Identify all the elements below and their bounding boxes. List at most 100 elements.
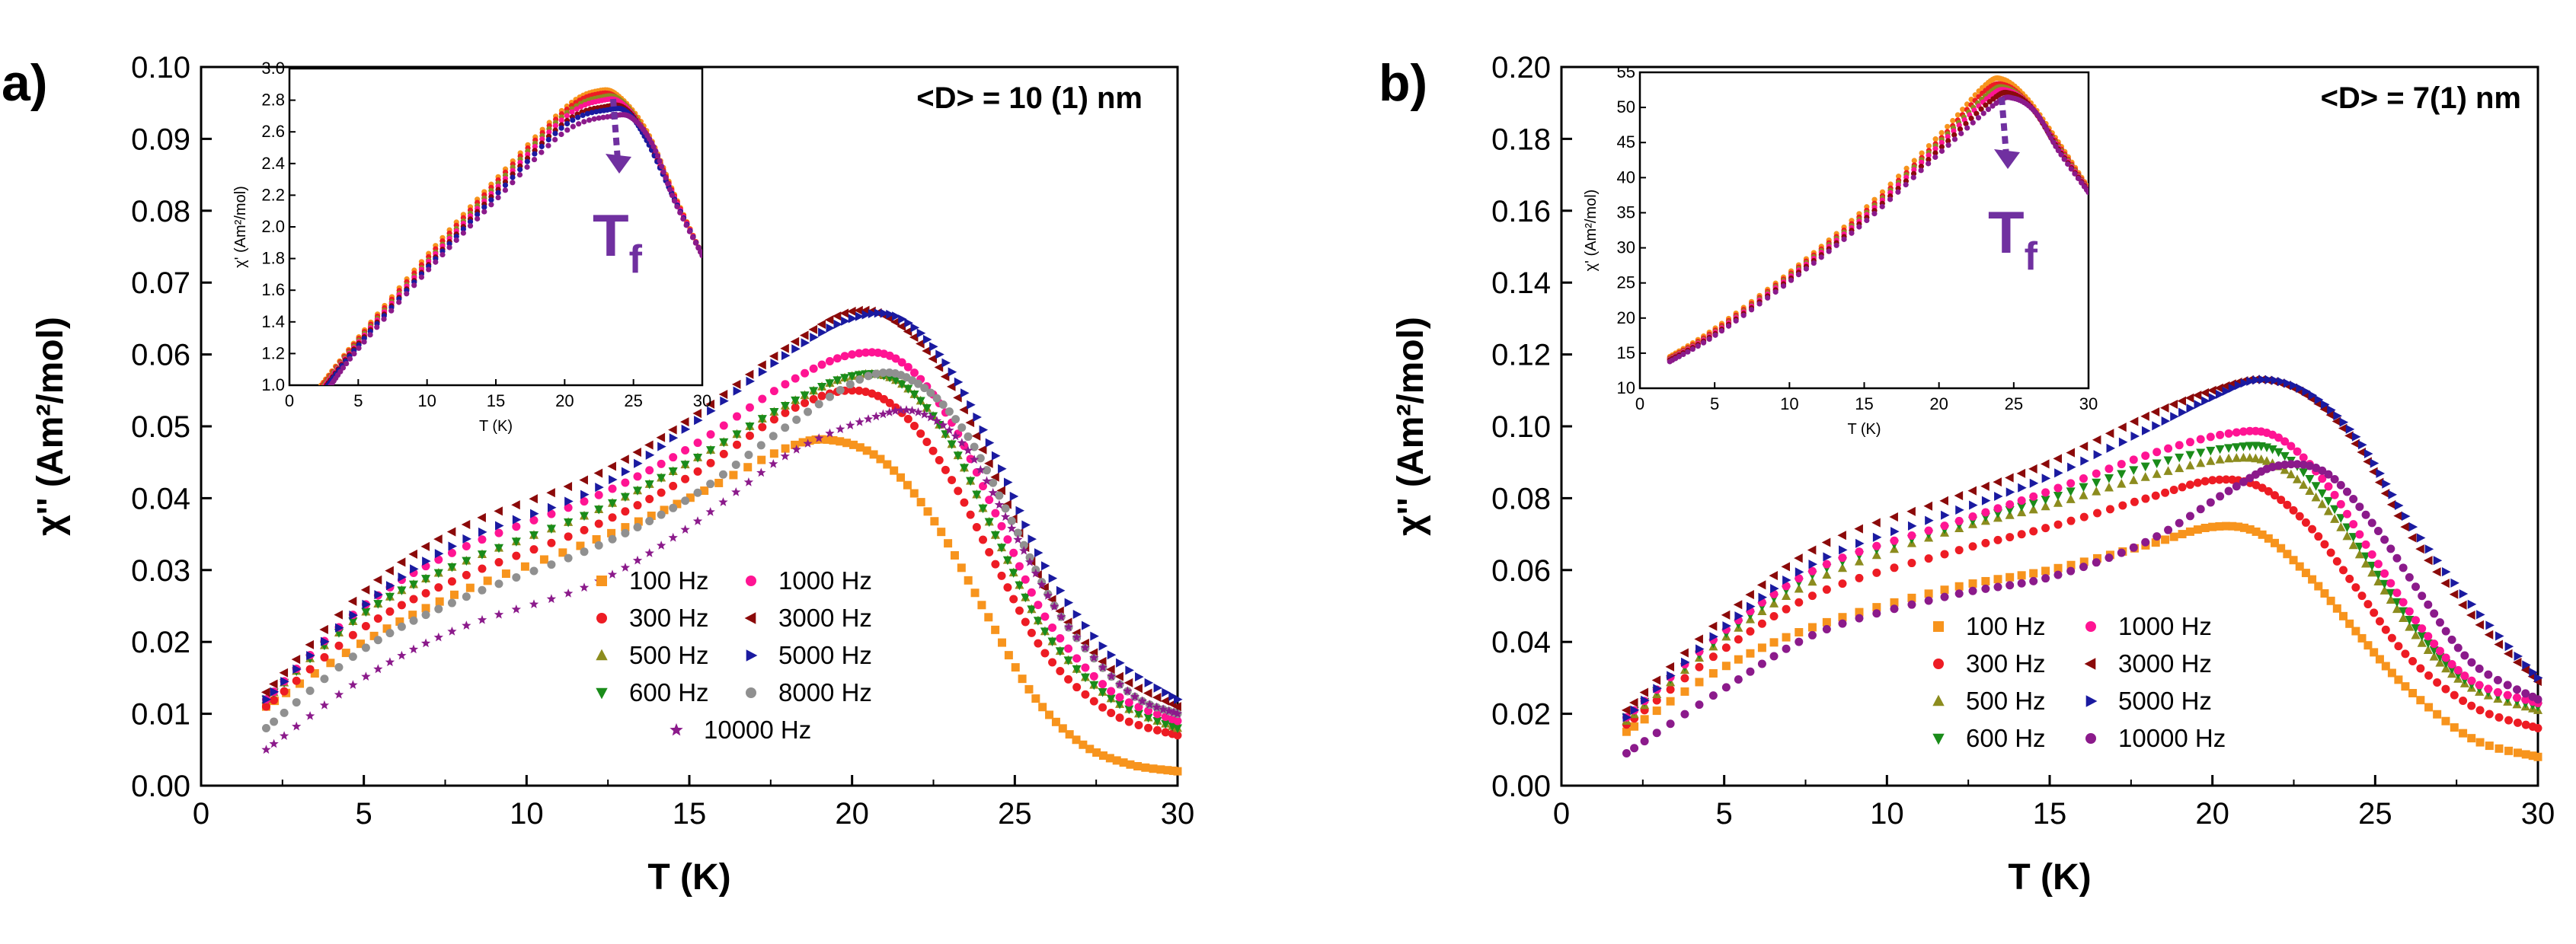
inset-y-tick-label: 45 [1617,132,1635,151]
data-point [647,512,656,521]
inset-data-point [1903,165,1910,171]
data-point [2521,750,2530,759]
data-point [2286,469,2296,479]
data-point [2140,462,2150,472]
data-point [1107,708,1116,717]
data-point [743,477,754,486]
data-point [1072,632,1082,642]
inset-data-point [475,212,481,218]
data-point [2079,442,2089,451]
data-point [2333,411,2342,421]
data-point [1807,566,1817,576]
data-point [855,311,865,321]
inset-data-point [1740,312,1747,318]
data-point [984,518,994,528]
data-point [903,327,912,336]
data-point [1756,580,1766,590]
data-point [1152,726,1162,735]
inset-data-point [680,215,686,222]
data-point [2467,734,2476,743]
data-point [2345,424,2355,434]
data-point [2053,491,2063,501]
data-point [2287,460,2296,469]
data-point [2417,632,2427,641]
x-tick-label: 20 [2195,797,2229,831]
data-point [512,522,521,531]
data-point [1782,591,1791,601]
data-point [2381,662,2390,671]
data-point [2450,690,2459,700]
data-point [2533,752,2542,761]
data-point [2245,525,2255,534]
data-point [2264,534,2273,543]
data-point [2408,688,2418,697]
data-point [2348,540,2358,550]
data-point [832,311,842,321]
data-point [978,504,988,514]
data-point [656,432,666,442]
data-point [292,664,302,675]
inset-data-point [1938,148,1945,155]
data-point [408,644,419,654]
inset-data-point [495,194,501,201]
data-point [817,391,826,400]
data-point [1695,644,1705,654]
data-point [2185,512,2194,521]
data-point [462,557,471,566]
data-point [2201,396,2210,406]
data-point [410,564,419,574]
data-point [957,423,967,432]
data-point [1855,573,1864,582]
inset-data-point [1964,125,1970,131]
data-point [2319,404,2328,414]
inset-data-point [388,308,395,314]
data-point [1838,619,1847,628]
data-point [2053,483,2063,493]
data-point [935,420,944,430]
data-point [720,396,729,406]
data-point [2066,516,2076,525]
data-point [884,407,894,416]
data-point [2370,648,2379,657]
data-point [1854,557,1865,566]
legend-marker [1932,694,1945,706]
data-point [2411,630,2421,639]
data-point [944,407,954,416]
data-point [1652,696,1661,705]
data-point [1021,617,1030,627]
data-point [732,440,741,449]
data-point [1622,727,1631,736]
data-point [1871,550,1881,560]
data-point [922,346,931,356]
data-point [2485,741,2494,751]
data-point [2029,492,2038,501]
size-label: <D> = 10 (1) nm [916,81,1143,115]
data-point [1993,575,2002,584]
data-point [757,360,766,370]
data-point [1141,763,1150,772]
data-point [937,528,946,537]
legend-label: 500 Hz [629,641,709,669]
data-point [2178,530,2187,539]
inset-y-tick-label: 2.2 [261,185,285,204]
data-point [2215,454,2225,464]
data-point [923,507,932,516]
data-point [1027,628,1036,637]
data-point [898,314,907,324]
inset-y-tick-label: 40 [1617,167,1635,187]
data-point [547,502,557,512]
data-point [397,601,406,610]
inset-data-point [475,215,481,222]
data-point [916,328,926,338]
inset-x-tick-label: 0 [285,391,294,410]
data-point [477,614,487,624]
data-point [385,607,395,616]
inset-data-point [650,144,657,150]
data-point [1168,691,1178,701]
inset-data-point [589,110,595,116]
data-point [1746,627,1755,636]
data-point [2522,660,2531,670]
data-point [385,629,395,638]
inset-data-point [495,190,501,196]
data-point [977,601,986,610]
